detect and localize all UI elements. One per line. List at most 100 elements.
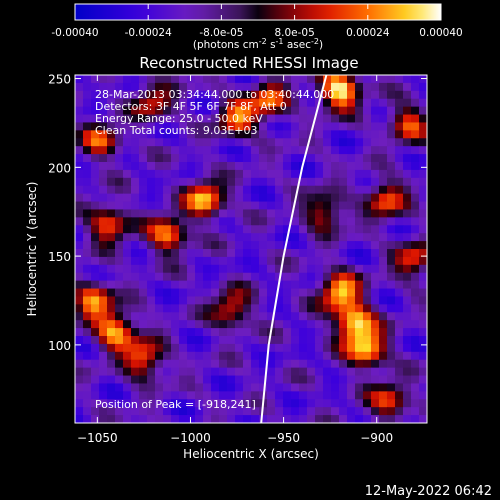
- heatmap-cell: [227, 162, 236, 171]
- heatmap-cell: [131, 241, 140, 250]
- heatmap-cell: [131, 249, 140, 258]
- heatmap-cell: [155, 98, 164, 108]
- heatmap-cell: [371, 90, 380, 100]
- heatmap-cell: [99, 193, 108, 203]
- heatmap-cell: [179, 343, 188, 353]
- heatmap-cell: [115, 415, 124, 423]
- heatmap-cell: [299, 146, 308, 155]
- heatmap-cell: [155, 351, 164, 361]
- heatmap-cell: [291, 209, 300, 218]
- heatmap-cell: [243, 241, 252, 250]
- heatmap-cell: [251, 249, 260, 258]
- heatmap-cell: [307, 407, 316, 416]
- heatmap-cell: [251, 169, 260, 179]
- heatmap-cell: [315, 185, 324, 195]
- heatmap-cell: [203, 233, 212, 242]
- heatmap-cell: [131, 233, 140, 242]
- heatmap-cell: [323, 320, 332, 329]
- heatmap-cell: [339, 312, 348, 321]
- heatmap-cell: [227, 249, 236, 258]
- heatmap-cell: [355, 407, 364, 416]
- heatmap-cell: [235, 82, 244, 92]
- heatmap-cell: [91, 233, 100, 242]
- heatmap-cell: [259, 146, 268, 155]
- heatmap-cell: [91, 375, 100, 385]
- heatmap-cell: [371, 98, 380, 108]
- heatmap-cell: [307, 193, 316, 203]
- heatmap-cell: [283, 351, 292, 361]
- heatmap-cell: [155, 383, 164, 392]
- heatmap-cell: [323, 351, 332, 361]
- heatmap-cell: [403, 114, 412, 124]
- heatmap-cell: [147, 415, 156, 423]
- heatmap-cell: [235, 122, 244, 131]
- heatmap-cell: [403, 217, 412, 226]
- heatmap-cell: [147, 201, 156, 211]
- heatmap-cell: [195, 98, 204, 108]
- heatmap-cell: [171, 399, 180, 408]
- heatmap-cell: [259, 114, 268, 124]
- heatmap-cell: [171, 367, 180, 377]
- heatmap-cell: [307, 233, 316, 242]
- heatmap-cell: [123, 328, 132, 337]
- heatmap-cell: [155, 391, 164, 400]
- heatmap-cell: [243, 209, 252, 218]
- heatmap-cell: [147, 312, 156, 321]
- heatmap-cell: [107, 98, 116, 108]
- heatmap-cell: [347, 241, 356, 250]
- heatmap-cell: [291, 296, 300, 305]
- heatmap-cell: [275, 106, 284, 116]
- heatmap-cell: [275, 415, 284, 423]
- heatmap-cell: [131, 407, 140, 416]
- heatmap-cell: [403, 399, 412, 408]
- heatmap-cell: [283, 98, 292, 108]
- heatmap-cell: [131, 280, 140, 290]
- heatmap-cell: [275, 264, 284, 274]
- heatmap-cell: [363, 82, 372, 92]
- heatmap-cell: [387, 162, 396, 171]
- heatmap-cell: [323, 264, 332, 274]
- heatmap-cell: [283, 130, 292, 139]
- heatmap-cell: [411, 106, 420, 116]
- heatmap-cell: [411, 272, 420, 282]
- heatmap-cell: [187, 201, 196, 211]
- heatmap-cell: [395, 217, 404, 226]
- heatmap-cell: [131, 185, 140, 195]
- heatmap-cell: [155, 288, 164, 298]
- heatmap-cell: [379, 336, 388, 345]
- heatmap-cell: [139, 296, 148, 305]
- heatmap-cell: [251, 256, 260, 266]
- heatmap-cell: [395, 98, 404, 108]
- heatmap-cell: [347, 375, 356, 385]
- heatmap-cell: [307, 415, 316, 423]
- x-tick-label: −950: [267, 431, 300, 445]
- heatmap-cell: [243, 82, 252, 92]
- heatmap-cell: [211, 233, 220, 242]
- heatmap-cell: [403, 359, 412, 369]
- heatmap-cell: [403, 336, 412, 345]
- heatmap-cell: [139, 249, 148, 258]
- heatmap-cell: [275, 154, 284, 163]
- heatmap-cell: [387, 328, 396, 337]
- heatmap-cell: [163, 98, 172, 108]
- heatmap-cell: [235, 98, 244, 108]
- heatmap-cell: [355, 351, 364, 361]
- heatmap-cell: [347, 296, 356, 305]
- heatmap-cell: [203, 367, 212, 377]
- heatmap-cell: [75, 336, 84, 345]
- heatmap-cell: [163, 146, 172, 155]
- heatmap-cell: [299, 320, 308, 329]
- heatmap-cell: [107, 343, 116, 353]
- heatmap-cell: [163, 130, 172, 139]
- heatmap-cell: [91, 296, 100, 305]
- heatmap-cell: [299, 169, 308, 179]
- heatmap-cell: [243, 106, 252, 116]
- heatmap-cell: [91, 169, 100, 179]
- heatmap-cell: [403, 249, 412, 258]
- heatmap-cell: [387, 391, 396, 400]
- heatmap-cell: [203, 138, 212, 147]
- heatmap-cell: [267, 256, 276, 266]
- heatmap-cell: [387, 106, 396, 116]
- heatmap-cell: [163, 122, 172, 131]
- heatmap-cell: [299, 225, 308, 234]
